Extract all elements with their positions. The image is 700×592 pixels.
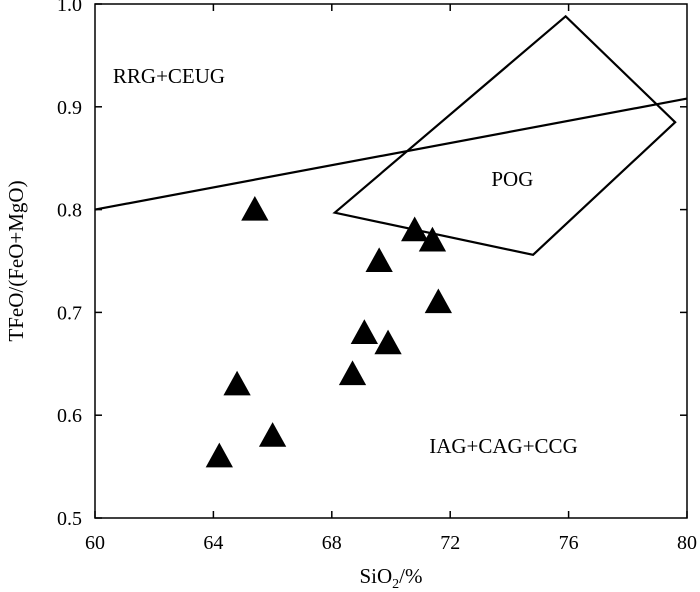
data-point-triangle	[418, 226, 447, 252]
data-point-triangle	[338, 360, 367, 386]
data-point-triangle	[424, 288, 453, 314]
data-point-triangle	[241, 195, 269, 221]
x-tick-labels: 60 64 68 72 76 80	[85, 532, 697, 554]
x-axis-title: SiO2/%	[359, 564, 422, 592]
region-labels: RRG+CEUG POG IAG+CAG+CCG	[113, 64, 578, 458]
y-tick-label: 1.0	[57, 0, 82, 16]
y-tick-label: 0.8	[57, 200, 82, 222]
data-point-triangle	[205, 442, 233, 468]
data-point-triangle	[350, 319, 379, 345]
data-point-triangle	[401, 216, 429, 242]
x-tick-label: 76	[559, 532, 579, 554]
y-tick-label: 0.6	[57, 405, 82, 427]
plot-frame	[94, 3, 688, 519]
pog-field-polygon	[332, 14, 677, 257]
y-axis-title: TFeO/(FeO+MgO)	[4, 180, 28, 341]
x-tick-label: 80	[677, 532, 697, 554]
data-point-triangle	[374, 329, 402, 355]
x-tick-label: 64	[203, 532, 223, 554]
y-tick-labels: 0.5 0.6 0.7 0.8 0.9 1.0	[57, 0, 82, 530]
y-tick-label: 0.7	[57, 302, 82, 324]
y-tick-label: 0.9	[57, 97, 82, 119]
region-label: IAG+CAG+CCG	[429, 434, 578, 458]
region-label: RRG+CEUG	[113, 64, 225, 88]
data-point-triangle	[223, 370, 251, 396]
data-point-triangle	[258, 422, 287, 447]
data-points	[205, 195, 453, 468]
x-tick-label: 68	[322, 532, 342, 554]
field-boundaries	[94, 14, 688, 257]
x-tick-label: 60	[85, 532, 105, 554]
region-label: POG	[491, 167, 533, 191]
y-tick-label: 0.5	[57, 508, 82, 530]
data-point-triangle	[365, 247, 393, 273]
discrimination-line	[94, 97, 688, 211]
x-tick-label: 72	[440, 532, 460, 554]
